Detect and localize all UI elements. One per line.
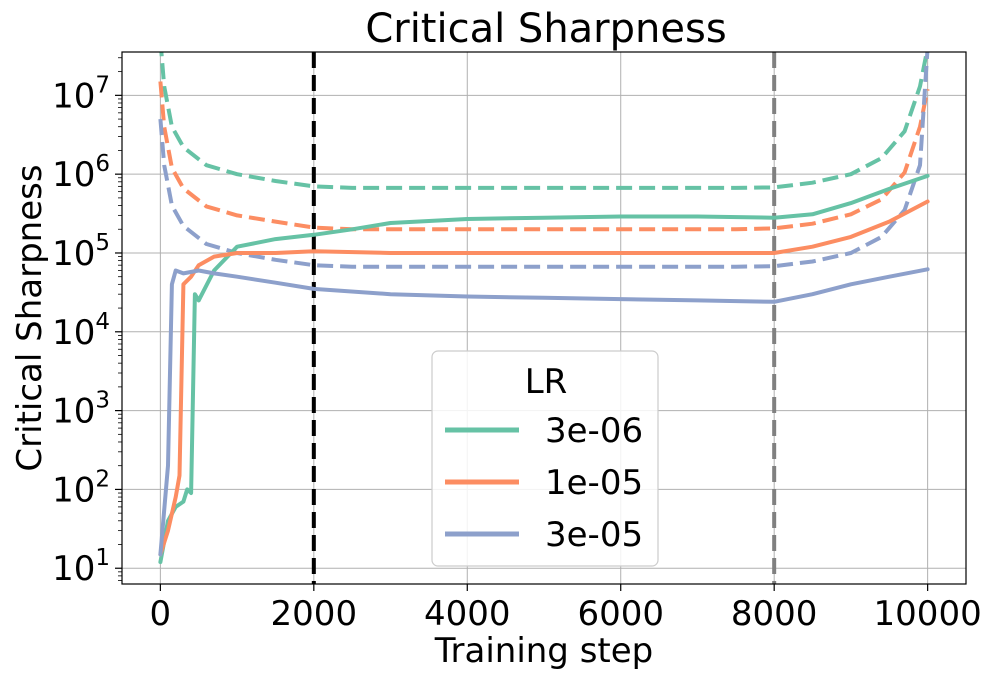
legend-title: LR <box>525 362 568 402</box>
x-axis-ticks: 0 2000 4000 6000 8000 10000 <box>150 584 982 634</box>
x-axis-label: Training step <box>434 631 654 671</box>
x-tick-label: 2000 <box>271 594 358 634</box>
y-tick-label: 103 <box>52 388 110 432</box>
data-series <box>158 173 930 564</box>
y-tick-label: 107 <box>52 72 110 116</box>
y-tick-label: 101 <box>52 545 110 589</box>
y-tick-label: 104 <box>52 309 110 353</box>
x-tick-label: 8000 <box>731 594 818 634</box>
legend-label: 1e-05 <box>545 463 643 503</box>
series-line-3e-06 <box>158 173 930 564</box>
y-tick-label: 102 <box>52 466 110 510</box>
legend-label: 3e-06 <box>545 411 643 451</box>
bound-line-1e-05-bound <box>158 81 930 232</box>
x-tick-label: 0 <box>150 594 172 634</box>
x-tick-label: 6000 <box>577 594 664 634</box>
x-tick-label: 4000 <box>424 594 511 634</box>
legend: LR 3e-06 1e-05 3e-05 <box>431 350 659 567</box>
y-tick-label: 106 <box>52 151 110 195</box>
bound-line-3e-06-bound <box>159 52 929 190</box>
series-line-3e-05 <box>158 267 930 557</box>
vertical-markers <box>311 52 777 584</box>
plot-frame <box>121 51 967 585</box>
y-axis-ticks: 101 102 103 104 105 106 107 <box>52 57 122 589</box>
y-tick-label: 105 <box>52 230 110 274</box>
legend-label: 3e-05 <box>545 515 643 555</box>
y-axis-label: Critical Sharpness <box>10 164 50 471</box>
x-tick-label: 10000 <box>874 594 982 634</box>
chart-title: Critical Sharpness <box>365 6 726 52</box>
bound-line-3e-05-bound <box>158 52 930 269</box>
series-line-1e-05 <box>158 199 930 557</box>
legend-box <box>431 350 659 567</box>
bound-curves <box>158 52 930 269</box>
